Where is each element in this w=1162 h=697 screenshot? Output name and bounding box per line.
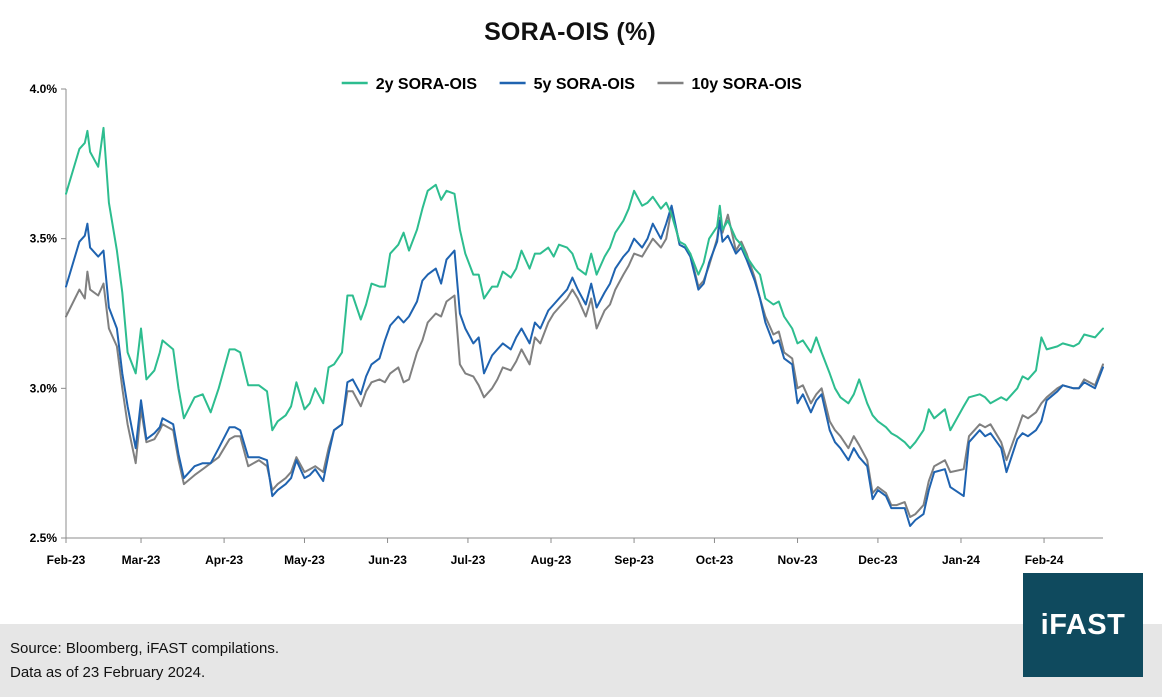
y-tick-label: 3.0% [30, 381, 58, 395]
x-tick-label: Oct-23 [696, 553, 734, 567]
y-tick-label: 3.5% [30, 232, 58, 246]
x-tick-label: Jul-23 [451, 553, 486, 567]
legend: 2y SORA-OIS 5y SORA-OIS 10y SORA-OIS [341, 76, 803, 93]
legend-label: 2y SORA-OIS [376, 76, 478, 93]
y-tick-label: 4.0% [30, 82, 58, 96]
x-tick-label: Jun-23 [368, 553, 407, 567]
x-tick-label: May-23 [284, 553, 325, 567]
legend-label: 5y SORA-OIS [534, 76, 636, 93]
x-tick-label: Apr-23 [205, 553, 243, 567]
x-tick-label: Jan-24 [942, 553, 980, 567]
footer: Source: Bloomberg, iFAST compilations. D… [0, 624, 1162, 697]
data-date-note: Data as of 23 February 2024. [10, 664, 206, 681]
chart-container: SORA-OIS (%) 2.5% 3.0% 3.5% 4.0% Feb-23 Mar-2… [30, 18, 1104, 567]
series-line-10y [65, 207, 1104, 518]
x-tick-label: Aug-23 [531, 553, 572, 567]
x-tick-label: Nov-23 [778, 553, 818, 567]
y-tick-label: 2.5% [30, 531, 58, 545]
x-tick-label: Mar-23 [122, 553, 161, 567]
legend-label: 10y SORA-OIS [692, 76, 803, 93]
x-tick-label: Feb-23 [47, 553, 86, 567]
x-tick-label: Sep-23 [614, 553, 654, 567]
source-note: Source: Bloomberg, iFAST compilations. [10, 640, 280, 657]
x-tick-label: Feb-24 [1025, 553, 1064, 567]
chart-title: SORA-OIS (%) [484, 18, 656, 46]
x-tick-label: Dec-23 [858, 553, 898, 567]
series-line-2y [65, 126, 1104, 450]
series-line-5y [65, 204, 1104, 527]
ifast-logo: iFAST [1023, 573, 1143, 677]
line-chart: 2.5% 3.0% 3.5% 4.0% Feb-23 Mar-23 Apr-23 May-23… [30, 76, 1104, 567]
